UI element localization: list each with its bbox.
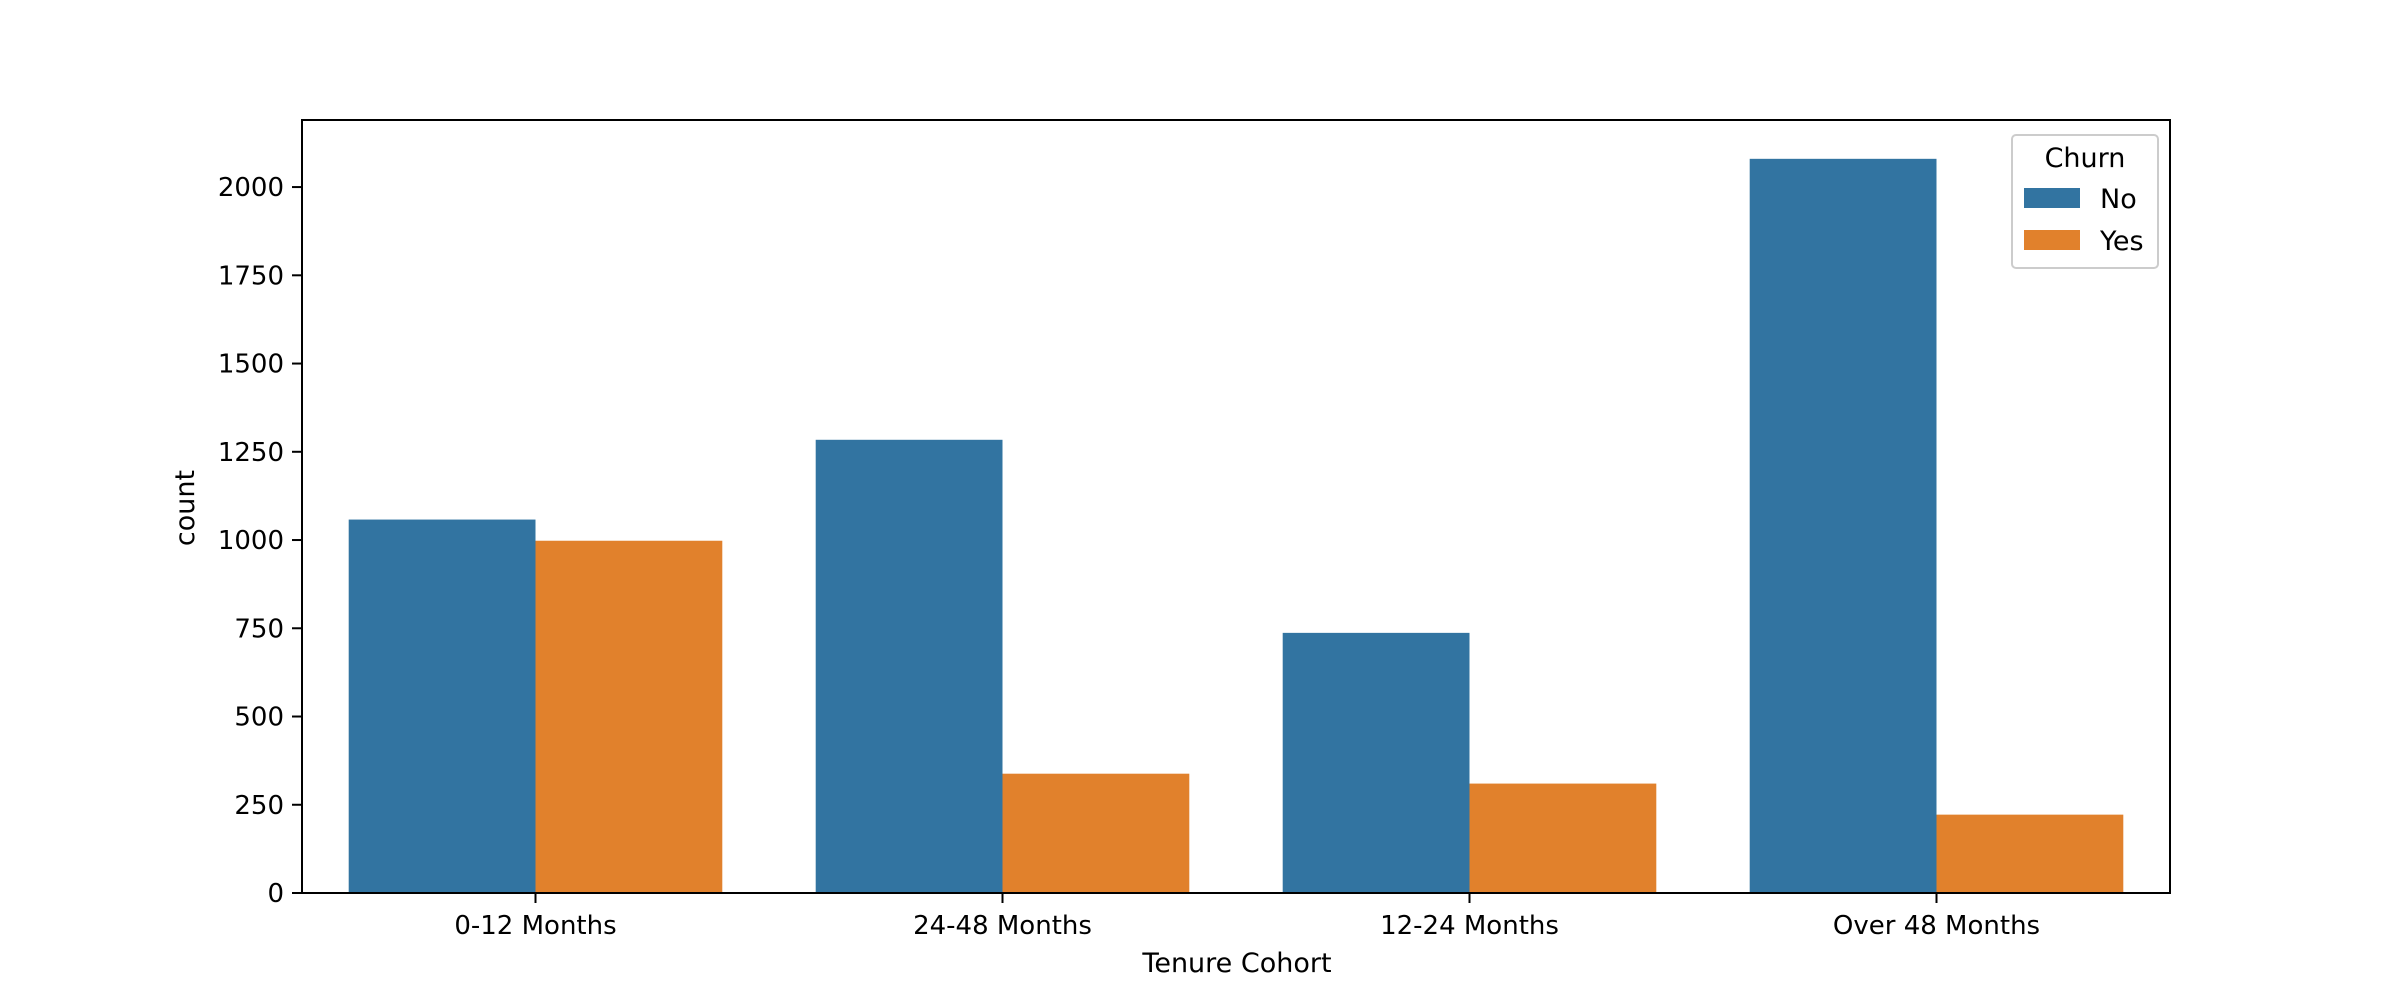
legend: Churn No Yes bbox=[2011, 134, 2159, 269]
legend-title: Churn bbox=[2045, 143, 2126, 174]
legend-label-yes: Yes bbox=[2099, 226, 2144, 257]
y-tick-label-2000: 2000 bbox=[218, 173, 284, 203]
legend-label-no: No bbox=[2100, 184, 2137, 215]
y-axis-label: count bbox=[170, 470, 201, 546]
x-tick-label-12-24-months: 12-24 Months bbox=[1380, 911, 1559, 941]
x-tick-label-over-48-months: Over 48 Months bbox=[1833, 911, 2040, 941]
x-tick-label-24-48-months: 24-48 Months bbox=[913, 911, 1092, 941]
y-tick-label-500: 500 bbox=[234, 703, 284, 733]
bar-12-24-months-no bbox=[1282, 632, 1470, 893]
bars-layer bbox=[348, 158, 2124, 893]
bar-0-12-months-no bbox=[348, 519, 536, 893]
y-tick-label-1000: 1000 bbox=[218, 526, 284, 556]
legend-swatch-yes bbox=[2024, 230, 2080, 250]
y-tick-label-0: 0 bbox=[267, 879, 284, 909]
plot-frame bbox=[301, 119, 2171, 894]
y-tick-label-750: 750 bbox=[234, 614, 284, 644]
x-axis: 0-12 Months 24-48 Months 12-24 Months Over … bbox=[454, 893, 2040, 941]
y-tick-label-250: 250 bbox=[234, 791, 284, 821]
y-tick-label-1750: 1750 bbox=[218, 261, 284, 291]
bar-24-48-months-yes bbox=[1002, 773, 1190, 893]
bar-over-48-months-yes bbox=[1936, 814, 2124, 893]
y-axis: 0 250 500 750 1000 1250 1500 1750 2000 bbox=[218, 173, 302, 909]
y-tick-label-1250: 1250 bbox=[218, 438, 284, 468]
bar-24-48-months-no bbox=[815, 439, 1003, 893]
bar-over-48-months-no bbox=[1749, 158, 1937, 893]
x-tick-label-0-12-months: 0-12 Months bbox=[454, 911, 616, 941]
y-tick-label-1500: 1500 bbox=[218, 350, 284, 380]
bar-0-12-months-yes bbox=[535, 540, 723, 893]
legend-swatch-no bbox=[2024, 188, 2080, 208]
bar-12-24-months-yes bbox=[1469, 783, 1657, 893]
x-axis-label: Tenure Cohort bbox=[1141, 948, 1331, 979]
